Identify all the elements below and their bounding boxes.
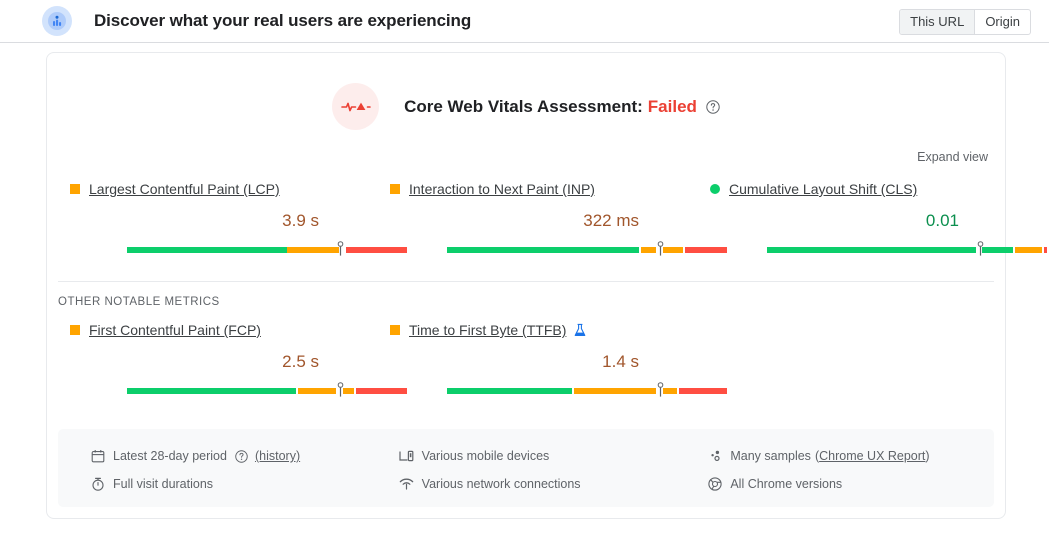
data-provenance-footer: Latest 28-day period (history) <box>58 429 994 507</box>
metric-distribution-bar <box>127 241 407 257</box>
footer-row-network: Various network connections <box>399 470 686 498</box>
assessment-label: Core Web Vitals Assessment: <box>404 96 643 116</box>
core-web-vitals-assessment: Core Web Vitals Assessment: Failed <box>47 53 1005 130</box>
footer-column-devices: Various mobile devices Various network c… <box>377 442 686 507</box>
assessment-text: Core Web Vitals Assessment: Failed <box>404 97 720 117</box>
metric-value: 3.9 s <box>282 211 319 230</box>
footer-row-devices: Various mobile devices <box>399 442 686 470</box>
flask-icon[interactable] <box>573 323 587 338</box>
footer-row-period: Latest 28-day period (history) <box>90 442 377 470</box>
metric-distribution-bar <box>447 382 727 398</box>
scope-toggle[interactable]: This URL Origin <box>899 9 1031 35</box>
stopwatch-icon <box>90 477 105 492</box>
crux-users-icon <box>42 6 72 36</box>
metric-inp: Interaction to Next Paint (INP) 322 ms <box>367 180 727 257</box>
metric-lcp: Largest Contentful Paint (LCP) 3.9 s <box>47 180 407 257</box>
footer-paren-open: ( <box>814 449 820 463</box>
metric-placeholder <box>687 321 1005 398</box>
metric-value: 2.5 s <box>282 352 319 371</box>
expand-view-row: Expand view <box>47 130 1005 166</box>
page-title: Discover what your real users are experi… <box>94 11 472 30</box>
metric-value: 322 ms <box>583 211 639 230</box>
footer-row-samples: Many samples ( Chrome UX Report ) <box>707 442 994 470</box>
metric-name-link[interactable]: First Contentful Paint (FCP) <box>89 322 261 338</box>
metric-name-link[interactable]: Largest Contentful Paint (LCP) <box>89 181 280 197</box>
metric-distribution-bar <box>447 241 727 257</box>
footer-devices-text: Various mobile devices <box>421 449 550 463</box>
section-divider <box>58 281 994 282</box>
metric-fcp: First Contentful Paint (FCP) 2.5 s <box>47 321 407 398</box>
footer-visit-duration-text: Full visit durations <box>113 477 214 491</box>
scope-option-this-url[interactable]: This URL <box>900 10 975 34</box>
footer-chrome-versions-text: All Chrome versions <box>730 477 843 491</box>
help-circle-icon[interactable] <box>706 99 720 114</box>
status-badge <box>70 184 80 194</box>
assessment-verdict: Failed <box>647 96 697 116</box>
metric-distribution-bar <box>767 241 1047 257</box>
wifi-icon <box>399 477 414 492</box>
footer-samples-text: Many samples <box>730 449 811 463</box>
status-badge <box>710 184 720 194</box>
metric-value: 1.4 s <box>602 352 639 371</box>
footer-column-period: Latest 28-day period (history) <box>58 442 377 507</box>
metric-ttfb: Time to First Byte (TTFB) 1.4 s <box>367 321 727 398</box>
status-badge <box>390 184 400 194</box>
metric-distribution-bar <box>127 382 407 398</box>
status-badge <box>390 325 400 335</box>
metric-name-link[interactable]: Cumulative Layout Shift (CLS) <box>729 181 918 197</box>
calendar-icon <box>90 449 105 464</box>
chrome-ux-report-link[interactable]: Chrome UX Report <box>819 449 926 463</box>
page-header: Discover what your real users are experi… <box>0 0 1049 43</box>
expand-view-button[interactable]: Expand view <box>917 150 988 164</box>
footer-paren-close: ) <box>925 449 930 463</box>
metric-name-link[interactable]: Interaction to Next Paint (INP) <box>409 181 595 197</box>
footer-period-text: Latest 28-day period <box>113 449 227 463</box>
footer-row-visit-duration: Full visit durations <box>90 470 377 498</box>
help-circle-icon[interactable] <box>235 449 248 463</box>
footer-column-samples: Many samples ( Chrome UX Report ) All Ch… <box>685 442 994 507</box>
crux-field-data-card: Core Web Vitals Assessment: Failed Expan… <box>46 52 1047 519</box>
footer-row-chrome-versions: All Chrome versions <box>707 470 994 498</box>
core-metrics-row: Largest Contentful Paint (LCP) 3.9 s <box>47 166 1047 257</box>
status-badge <box>70 325 80 335</box>
pulse-warning-icon <box>332 83 380 130</box>
footer-network-text: Various network connections <box>421 477 581 491</box>
other-metrics-label: OTHER NOTABLE METRICS <box>58 296 220 308</box>
metric-cls: Cumulative Layout Shift (CLS) 0.01 <box>687 180 1047 257</box>
metric-value: 0.01 <box>925 211 959 230</box>
devices-icon <box>399 449 414 464</box>
scope-option-origin[interactable]: Origin <box>974 10 1030 34</box>
chrome-icon <box>707 477 722 492</box>
history-link[interactable]: (history) <box>254 449 301 463</box>
metric-name-link[interactable]: Time to First Byte (TTFB) <box>409 322 567 338</box>
other-metrics-row: First Contentful Paint (FCP) 2.5 s <box>47 308 1005 398</box>
samples-scatter-icon <box>707 449 722 464</box>
